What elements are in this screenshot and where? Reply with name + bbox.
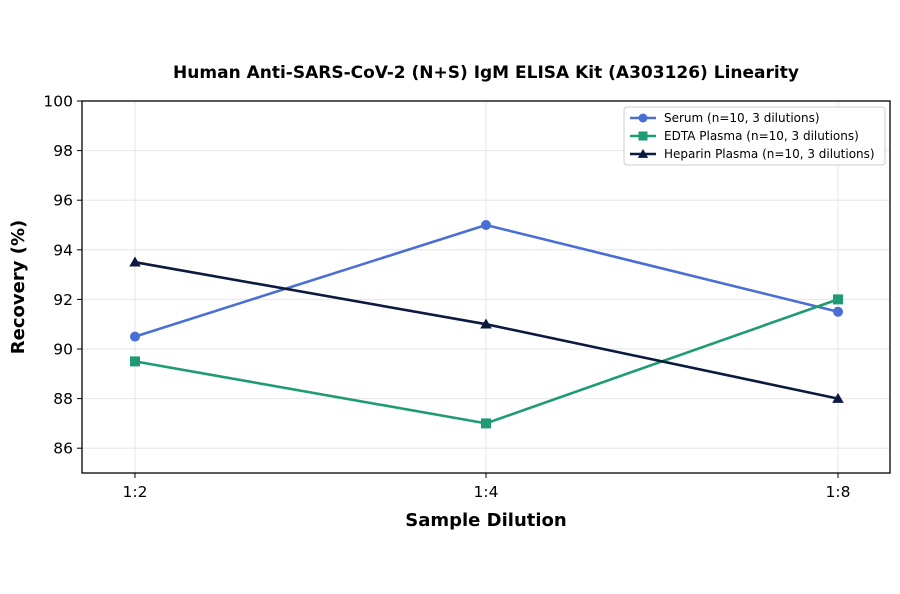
y-tick-label: 94 xyxy=(53,241,73,259)
legend-label: Serum (n=10, 3 dilutions) xyxy=(664,111,820,125)
y-tick-label: 100 xyxy=(43,93,73,111)
series-square xyxy=(130,294,843,429)
y-axis-label: Recovery (%) xyxy=(8,220,29,354)
x-tick-label: 1:4 xyxy=(474,483,499,501)
data-point-triangle xyxy=(480,318,492,329)
y-tick-label: 98 xyxy=(53,142,73,160)
data-point-triangle xyxy=(129,256,141,267)
legend-marker-square xyxy=(638,131,648,141)
x-axis-label: Sample Dilution xyxy=(405,510,566,531)
legend-box xyxy=(623,106,886,166)
y-tick-label: 96 xyxy=(53,192,73,210)
legend: Serum (n=10, 3 dilutions) EDTA Plasma (n=… xyxy=(623,106,886,166)
y-tick-label: 92 xyxy=(53,291,73,309)
series-circle xyxy=(130,220,843,342)
y-tick-label: 86 xyxy=(53,440,73,458)
legend-marker-triangle xyxy=(637,148,649,158)
data-point-circle xyxy=(130,331,140,342)
data-point-square xyxy=(833,294,843,305)
legend-marker-circle xyxy=(638,113,648,123)
axis-ticks: 1:2 1:4 1:8 86 88 90 92 94 96 98 100 xyxy=(43,93,850,502)
legend-label: EDTA Plasma (n=10, 3 dilutions) xyxy=(664,129,859,143)
data-point-triangle xyxy=(832,392,844,403)
data-point-square xyxy=(130,356,140,367)
series-layer xyxy=(129,220,844,429)
series-triangle xyxy=(129,256,844,403)
data-point-circle xyxy=(481,220,491,230)
x-tick-label: 1:2 xyxy=(123,483,148,501)
legend-label: Heparin Plasma (n=10, 3 dilutions) xyxy=(664,147,875,161)
data-point-circle xyxy=(833,306,843,317)
y-tick-label: 88 xyxy=(53,390,73,408)
x-tick-label: 1:8 xyxy=(826,483,851,501)
data-point-square xyxy=(481,418,491,429)
y-tick-label: 90 xyxy=(53,341,73,359)
chart-title: Human Anti-SARS-CoV-2 (N+S) IgM ELISA Ki… xyxy=(173,63,799,83)
